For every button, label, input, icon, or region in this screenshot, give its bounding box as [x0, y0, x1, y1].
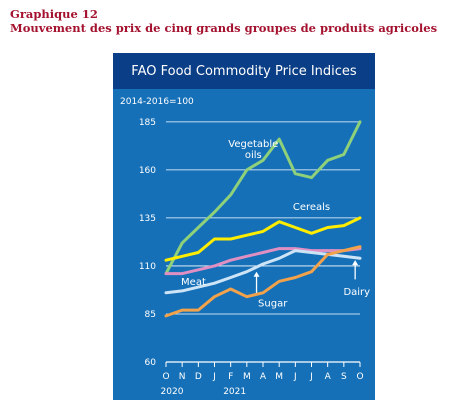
y-tick-label-160: 160 [139, 166, 156, 176]
x-tick-label-7: M [275, 372, 283, 382]
x-tick-label-3: J [212, 372, 216, 382]
series-line-cereals [164, 216, 362, 262]
y-tick-label-85: 85 [145, 310, 156, 320]
x-tick-label-12: O [356, 372, 363, 382]
units-label: 2014-2016=100 [120, 97, 194, 107]
y-tick-label-185: 185 [139, 118, 156, 128]
figure-caption: Mouvement des prix de cinq grands groupe… [10, 21, 438, 35]
year-label-2020: 2020 [161, 387, 184, 397]
x-tick-label-5: M [243, 372, 251, 382]
y-tick-label-110: 110 [139, 262, 156, 272]
x-tick-label-2: D [195, 372, 202, 382]
x-tick-label-1: N [179, 372, 186, 382]
x-tick-label-11: S [341, 372, 347, 382]
y-tick-label-60: 60 [145, 358, 157, 368]
sugar-pointer-arrow-head [253, 271, 260, 277]
figure-number: Graphique 12 [10, 7, 98, 21]
year-label-2021: 2021 [223, 387, 246, 397]
series-label-sugar: Sugar [258, 298, 288, 309]
chart-panel: FAO Food Commodity Price Indices 2014-20… [113, 53, 375, 400]
x-tick-label-8: J [293, 372, 297, 382]
series-line-sugar [164, 245, 362, 318]
series-label-cereals: Cereals [293, 202, 330, 213]
document-heading: Graphique 12 Mouvement des prix de cinq … [10, 7, 437, 35]
series-line-vegetable-oils [164, 120, 362, 276]
x-tick-label-4: F [228, 372, 233, 382]
x-tick-label-9: J [309, 372, 313, 382]
series-label-vegetable-oils: Vegetable [228, 139, 278, 150]
x-tick-label-0: O [162, 372, 169, 382]
series-label-meat: Meat [181, 277, 206, 288]
series-line-meat [164, 247, 362, 276]
x-tick-label-10: A [325, 372, 332, 382]
chart-title: FAO Food Commodity Price Indices [113, 53, 375, 89]
x-tick-label-6: A [260, 372, 267, 382]
dairy-pointer-arrow-head [352, 260, 359, 266]
series-label-vegetable-oils-1: oils [245, 150, 262, 161]
y-tick-label-135: 135 [139, 214, 156, 224]
series-label-dairy: Dairy [343, 287, 370, 298]
